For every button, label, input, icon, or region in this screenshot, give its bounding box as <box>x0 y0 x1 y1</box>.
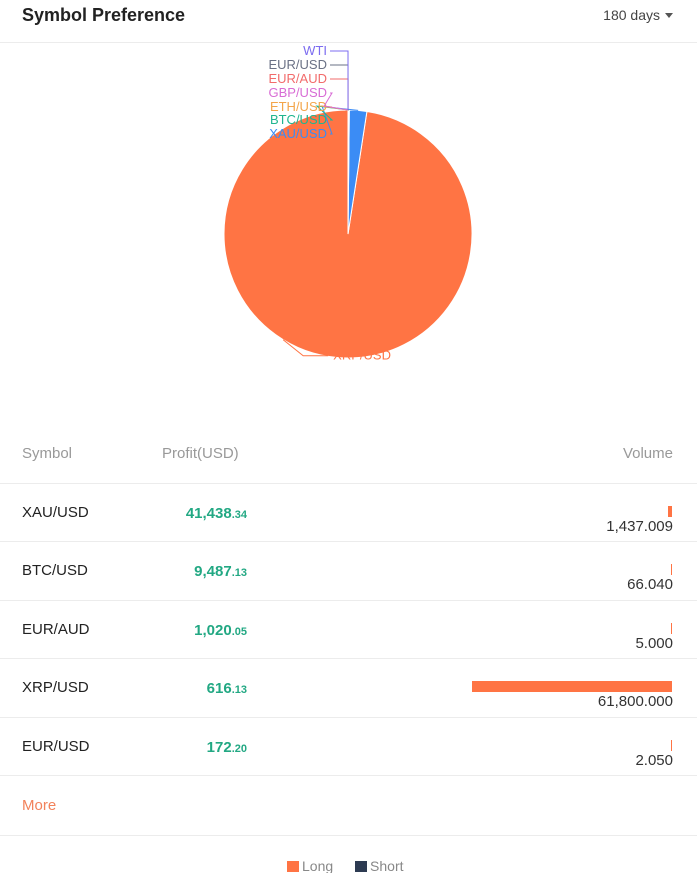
row-symbol: XAU/USD <box>22 504 89 521</box>
volume-bar-long <box>668 506 672 517</box>
legend-item-long[interactable]: Long <box>287 858 333 873</box>
pie-labels: XAU/USDBTC/USDETH/USDGBP/USDEUR/AUDEUR/U… <box>268 43 390 363</box>
pie-label: WTI <box>303 43 327 58</box>
volume-bar-long <box>671 739 672 751</box>
header-symbol: Symbol <box>22 445 73 462</box>
table-row: XAU/USD 41,438.34 1,437.009 <box>0 484 697 543</box>
row-symbol: EUR/USD <box>22 737 90 755</box>
row-symbol: EUR/AUD <box>22 620 90 638</box>
symbol-pie-chart: XAU/USDBTC/USDETH/USDGBP/USDEUR/AUDEUR/U… <box>223 43 473 363</box>
card-title: Symbol Preference <box>22 5 186 25</box>
legend-swatch-short <box>355 861 368 872</box>
row-symbol: XRP/USD <box>22 679 89 697</box>
pie-label: BTC/USD <box>270 112 327 127</box>
pie-label-line <box>330 50 349 110</box>
pie-label: GBP/USD <box>268 85 327 100</box>
pie-label: ETH/USD <box>270 99 327 114</box>
more-link[interactable]: More <box>22 797 57 814</box>
row-volume: 66.040 <box>627 576 673 594</box>
chart-legend: Long Short <box>287 858 422 873</box>
header-profit: Profit(USD) <box>162 445 239 462</box>
pie-label-line <box>282 339 329 357</box>
legend-swatch-long <box>287 861 299 872</box>
pie-label: EUR/AUD <box>268 71 327 86</box>
pie-label: XAU/USD <box>269 126 327 141</box>
legend-label-short: Short <box>370 858 404 873</box>
row-profit: 1,020.05 <box>194 621 247 639</box>
period-label: 180 days <box>603 7 660 23</box>
pie-label-line <box>330 78 349 111</box>
chevron-down-icon <box>665 12 673 18</box>
row-volume: 5.000 <box>635 634 673 652</box>
row-volume: 2.050 <box>635 751 673 769</box>
row-symbol: BTC/USD <box>22 562 88 580</box>
volume-bar-long <box>472 681 672 693</box>
table-row: EUR/AUD 1,020.05 5.000 <box>0 601 697 660</box>
symbol-table: Symbol Profit(USD) Volume XAU/USD 41,438… <box>0 428 697 776</box>
row-profit: 172.20 <box>206 738 247 756</box>
row-profit: 9,487.13 <box>194 563 247 581</box>
pie-slices <box>223 109 473 359</box>
volume-bar-long <box>671 622 672 634</box>
row-volume: 1,437.009 <box>606 518 673 535</box>
table-row: XRP/USD 616.13 61,800.000 <box>0 659 697 718</box>
divider <box>0 835 697 836</box>
card-header: Symbol Preference 180 days <box>0 0 697 43</box>
row-volume: 61,800.000 <box>597 693 673 711</box>
period-dropdown[interactable]: 180 days <box>603 7 673 23</box>
pie-label-line <box>330 64 349 110</box>
pie-label: XRP/USD <box>333 348 391 363</box>
table-header: Symbol Profit(USD) Volume <box>0 428 697 484</box>
pie-label: EUR/USD <box>268 57 327 72</box>
row-profit: 41,438.34 <box>185 505 247 522</box>
pie-label-line <box>323 92 349 111</box>
legend-label-long: Long <box>302 858 334 873</box>
header-volume: Volume <box>622 445 673 462</box>
row-profit: 616.13 <box>206 680 247 698</box>
volume-bar-long <box>671 564 672 576</box>
legend-item-short[interactable]: Short <box>355 858 404 873</box>
table-row: EUR/USD 172.20 2.050 <box>0 718 697 776</box>
table-row: BTC/USD 9,487.13 66.040 <box>0 542 697 601</box>
